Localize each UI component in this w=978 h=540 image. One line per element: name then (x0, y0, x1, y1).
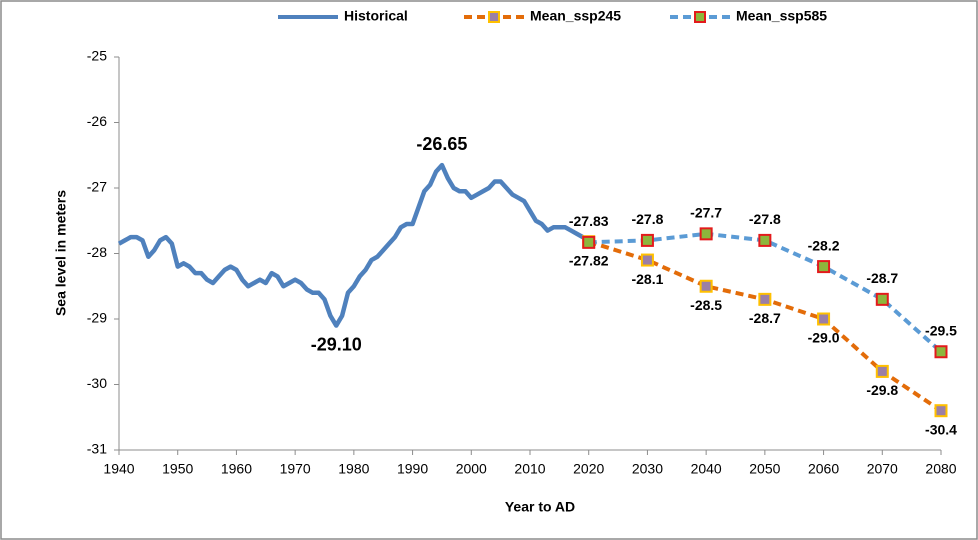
data-label: -27.82 (569, 252, 609, 268)
legend-marker (694, 11, 706, 23)
x-tick-label: 2050 (749, 461, 780, 477)
x-tick-label: 2020 (573, 461, 604, 477)
y-tick-label: -31 (87, 441, 107, 457)
marker (934, 404, 948, 418)
x-tick-label: 2070 (867, 461, 898, 477)
data-label: -29.8 (866, 382, 898, 398)
marker (758, 233, 772, 247)
x-tick-label: 2010 (514, 461, 545, 477)
x-tick-label: 1950 (162, 461, 193, 477)
marker (758, 292, 772, 306)
marker (699, 279, 713, 293)
data-label: -28.7 (866, 270, 898, 286)
legend-marker (488, 11, 500, 23)
x-tick-label: 2000 (456, 461, 487, 477)
legend-label: Mean_ssp585 (736, 8, 827, 24)
marker (817, 312, 831, 326)
marker (640, 253, 654, 267)
data-label: -28.7 (749, 310, 781, 326)
data-label: -30.4 (925, 421, 957, 437)
marker (699, 227, 713, 241)
marker (640, 233, 654, 247)
marker (582, 235, 596, 249)
x-tick-label: 2030 (632, 461, 663, 477)
x-tick-label: 2080 (925, 461, 956, 477)
x-axis-label: Year to AD (505, 499, 575, 515)
annotation: -29.10 (311, 334, 362, 354)
y-tick-label: -29 (87, 310, 107, 326)
series-line (117, 162, 591, 328)
y-tick-label: -25 (87, 48, 107, 64)
marker (934, 345, 948, 359)
x-tick-label: 2040 (691, 461, 722, 477)
y-tick-label: -27 (87, 179, 107, 195)
x-tick-label: 1990 (397, 461, 428, 477)
data-label: -27.8 (631, 211, 663, 227)
x-tick-label: 2060 (808, 461, 839, 477)
y-tick-label: -26 (87, 113, 107, 129)
annotation: -26.65 (416, 134, 467, 154)
x-tick-label: 1980 (338, 461, 369, 477)
y-axis-label: Sea level in meters (53, 190, 69, 316)
marker (875, 364, 889, 378)
y-tick-label: -30 (87, 375, 107, 391)
data-label: -27.8 (749, 211, 781, 227)
legend-label: Historical (344, 8, 408, 24)
x-tick-label: 1940 (103, 461, 134, 477)
data-label: -28.5 (690, 297, 722, 313)
x-tick-label: 1960 (221, 461, 252, 477)
data-label: -28.1 (631, 271, 663, 287)
legend-label: Mean_ssp245 (530, 8, 621, 24)
x-tick-label: 1970 (280, 461, 311, 477)
data-label: -27.7 (690, 205, 722, 221)
data-label: -29.5 (925, 322, 957, 338)
y-tick-label: -28 (87, 244, 107, 260)
marker (817, 260, 831, 274)
data-label: -29.0 (808, 330, 840, 346)
data-label: -27.83 (569, 213, 609, 229)
data-label: -28.2 (808, 237, 840, 253)
marker (875, 292, 889, 306)
